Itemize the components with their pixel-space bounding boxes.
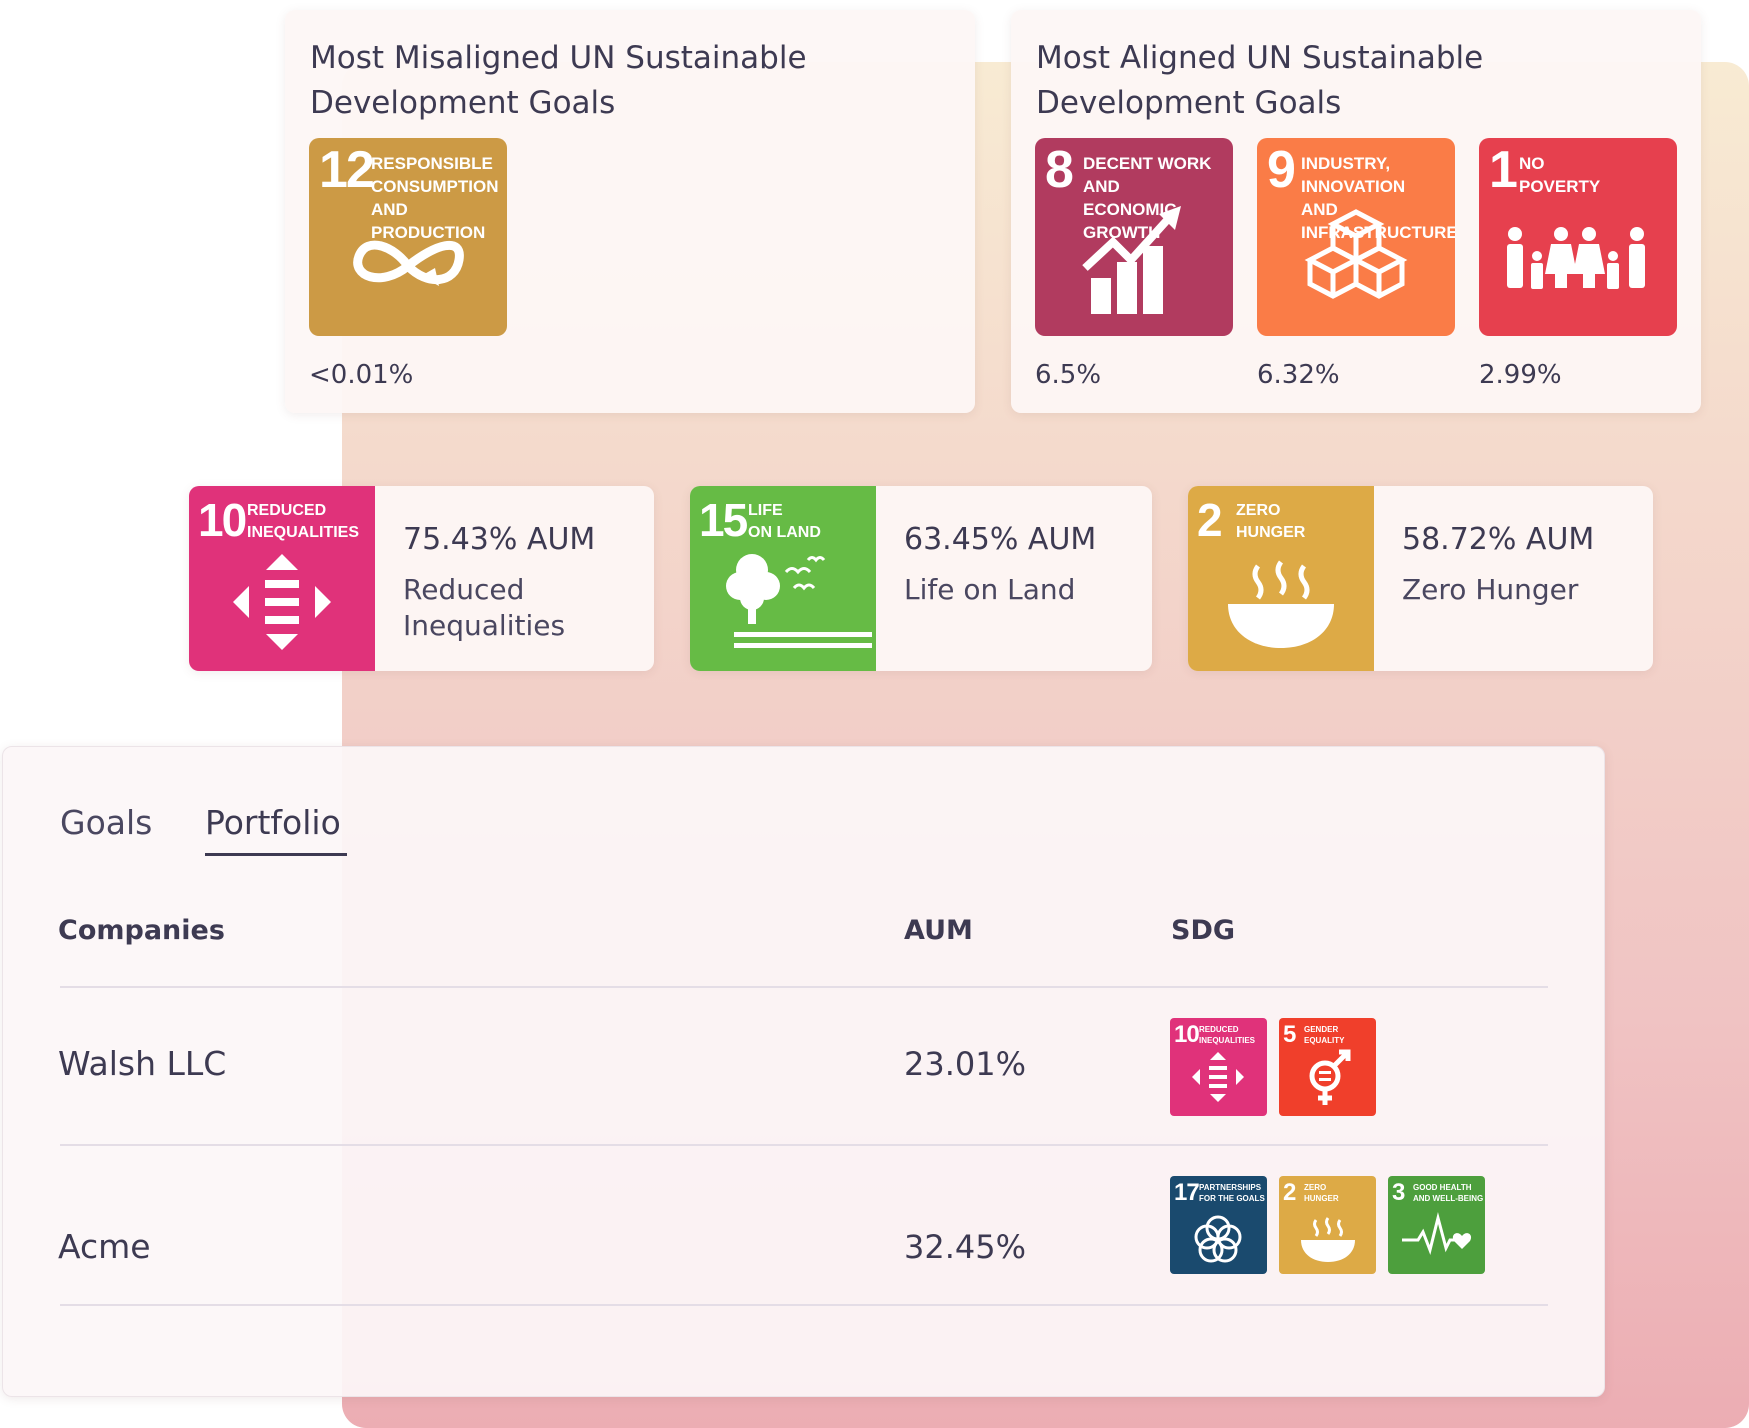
sdg-label: REDUCED INEQUALITIES bbox=[247, 502, 360, 541]
sdg-badge-2[interactable]: 2 ZERO HUNGER bbox=[1279, 1176, 1376, 1274]
sdg-badge-3[interactable]: 3 GOOD HEALTH AND WELL-BEING bbox=[1388, 1176, 1485, 1274]
sdg-number: 2 bbox=[1197, 494, 1223, 546]
sdg-number: 17 bbox=[1174, 1179, 1200, 1206]
sdg-percent: 6.5% bbox=[1035, 360, 1102, 390]
bowl-icon bbox=[1228, 560, 1334, 648]
stat-card-zero-hunger[interactable]: 2 ZERO HUNGER 58.72% AUM Zero Hunger bbox=[1188, 486, 1653, 671]
sdg-number: 3 bbox=[1392, 1179, 1405, 1206]
sdg-number: 10 bbox=[198, 494, 247, 546]
sdg-tile-15: 15 LIFE ON LAND bbox=[690, 486, 876, 671]
stat-aum: 75.43% AUM bbox=[403, 522, 596, 557]
sdg-percent: 6.32% bbox=[1257, 360, 1340, 390]
sdg-badge-10[interactable]: 10 REDUCED INEQUALITIES bbox=[1170, 1018, 1267, 1116]
stat-card-life-on-land[interactable]: 15 LIFE ON LAND 63.45% AUM Life on Land bbox=[690, 486, 1152, 671]
tab-portfolio[interactable]: Portfolio bbox=[205, 803, 341, 842]
sdg-label: PARTNERSHIPS FOR THE GOALS bbox=[1199, 1183, 1265, 1203]
sdg-tile-9[interactable]: 9 INDUSTRY, INNOVATION AND INFRASTRUCTUR… bbox=[1257, 138, 1455, 336]
family-icon bbox=[1507, 227, 1645, 289]
sdg-number: 8 bbox=[1045, 141, 1074, 199]
company-aum: 23.01% bbox=[904, 1045, 1027, 1083]
sdg-number: 15 bbox=[699, 494, 748, 546]
sdg-label: DECENT WORK AND ECONOMIC GROWTH bbox=[1083, 154, 1212, 242]
tab-goals[interactable]: Goals bbox=[60, 803, 153, 842]
sdg-percent: <0.01% bbox=[309, 360, 414, 390]
infinity-icon bbox=[353, 240, 464, 286]
sdg-number: 9 bbox=[1267, 141, 1296, 199]
row-divider bbox=[60, 1144, 1548, 1146]
active-tab-indicator bbox=[205, 853, 347, 856]
sdg-tile-1[interactable]: 1 NO POVERTY bbox=[1479, 138, 1677, 336]
sdg-badge-17[interactable]: 17 PARTNERSHIPS FOR THE GOALS bbox=[1170, 1176, 1267, 1274]
sdg-label: LIFE ON LAND bbox=[748, 502, 821, 541]
stat-goal-name: Reduced Inequalities bbox=[403, 573, 566, 642]
column-header-aum[interactable]: AUM bbox=[904, 915, 973, 946]
sdg-label: GOOD HEALTH AND WELL-BEING bbox=[1413, 1183, 1484, 1203]
column-header-companies[interactable]: Companies bbox=[58, 915, 225, 946]
card-title: Most Misaligned UN Sustainable Developme… bbox=[310, 40, 807, 121]
sdg-number: 12 bbox=[319, 141, 375, 199]
aligned-goals-card: Most Aligned UN Sustainable Development … bbox=[1011, 10, 1701, 413]
sdg-label: NO POVERTY bbox=[1519, 154, 1601, 196]
sdg-number: 1 bbox=[1489, 141, 1518, 199]
company-name: Walsh LLC bbox=[58, 1044, 227, 1083]
equality-arrows-icon bbox=[233, 554, 331, 650]
stat-aum: 58.72% AUM bbox=[1402, 522, 1595, 557]
misaligned-goals-card: Most Misaligned UN Sustainable Developme… bbox=[285, 10, 975, 413]
stat-goal-name: Life on Land bbox=[904, 573, 1076, 606]
flower-rings-icon bbox=[1194, 1215, 1242, 1263]
sdg-badge-5[interactable]: 5 GENDER EQUALITY bbox=[1279, 1018, 1376, 1116]
sdg-tile-12[interactable]: 12 RESPONSIBLE CONSUMPTION AND PRODUCTIO… bbox=[309, 138, 507, 336]
sdg-tile-10: 10 REDUCED INEQUALITIES bbox=[189, 486, 375, 671]
card-title: Most Aligned UN Sustainable Development … bbox=[1036, 40, 1484, 121]
stat-aum: 63.45% AUM bbox=[904, 522, 1097, 557]
company-name: Acme bbox=[58, 1227, 151, 1266]
sdg-label: RESPONSIBLE CONSUMPTION AND PRODUCTION bbox=[371, 154, 499, 242]
sdg-number: 2 bbox=[1283, 1179, 1296, 1206]
stat-card-reduced-inequalities[interactable]: 10 REDUCED INEQUALITIES 75.43% AUM Reduc… bbox=[189, 486, 654, 671]
sdg-tile-2: 2 ZERO HUNGER bbox=[1188, 486, 1374, 671]
cubes-icon bbox=[1304, 209, 1408, 299]
sdg-label: REDUCED INEQUALITIES bbox=[1199, 1025, 1256, 1045]
sdg-label: GENDER EQUALITY bbox=[1304, 1025, 1345, 1045]
sdg-percent: 2.99% bbox=[1479, 360, 1562, 390]
sdg-tile-8[interactable]: 8 DECENT WORK AND ECONOMIC GROWTH bbox=[1035, 138, 1233, 336]
sdg-label: ZERO HUNGER bbox=[1236, 502, 1306, 541]
sdg-label: ZERO HUNGER bbox=[1304, 1183, 1339, 1203]
heartbeat-icon bbox=[1402, 1212, 1472, 1255]
gender-icon bbox=[1309, 1049, 1351, 1105]
company-aum: 32.45% bbox=[904, 1228, 1027, 1266]
tree-icon bbox=[726, 554, 872, 648]
sdg-number: 5 bbox=[1283, 1021, 1296, 1048]
header-divider bbox=[60, 986, 1548, 988]
equality-arrows-icon bbox=[1192, 1052, 1244, 1102]
sdg-number: 10 bbox=[1174, 1021, 1200, 1048]
stat-goal-name: Zero Hunger bbox=[1402, 573, 1579, 606]
growth-chart-icon bbox=[1082, 206, 1181, 314]
portfolio-panel: Goals Portfolio Companies AUM SDG Walsh … bbox=[2, 746, 1605, 1397]
column-header-sdg[interactable]: SDG bbox=[1171, 915, 1236, 946]
row-divider bbox=[60, 1304, 1548, 1306]
bowl-icon bbox=[1301, 1217, 1355, 1262]
